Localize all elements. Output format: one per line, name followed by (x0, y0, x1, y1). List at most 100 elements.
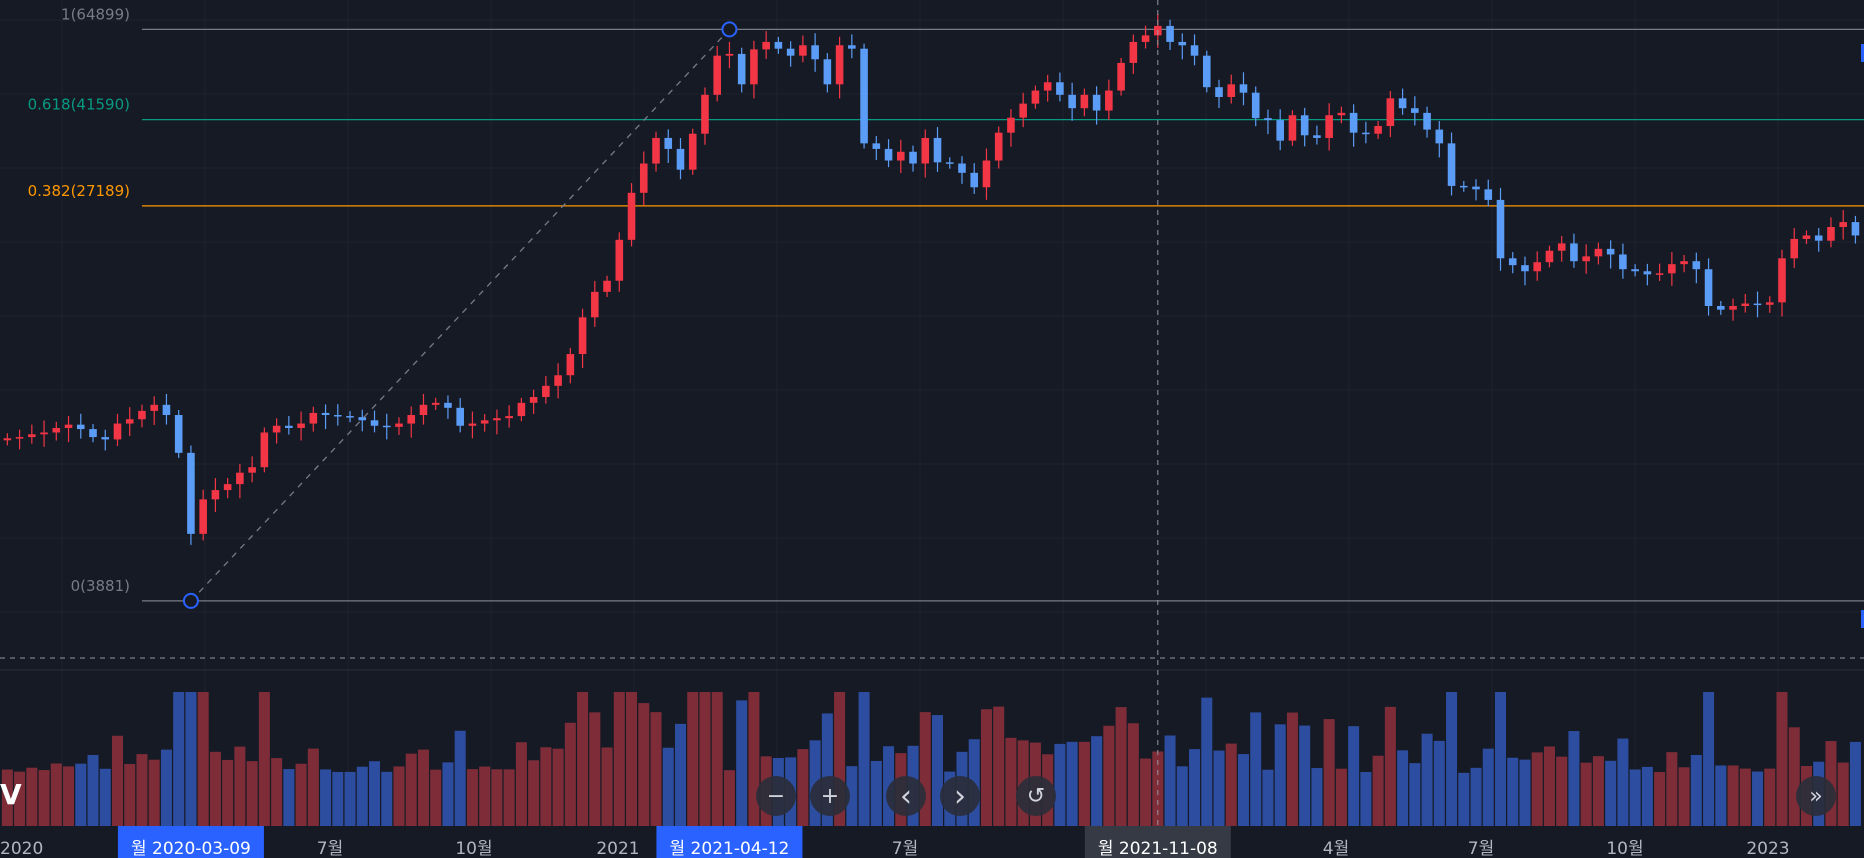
volume-bar (50, 763, 62, 826)
volume-bar (1091, 736, 1103, 826)
candle-body (566, 354, 575, 376)
candle-body (578, 317, 587, 355)
candle-body (529, 397, 538, 403)
candle-body (1386, 98, 1395, 127)
date-pill-label: 월 2020-03-09 (131, 839, 251, 858)
volume-bar (1286, 712, 1298, 826)
volume-bar (1, 769, 13, 826)
candle-body (1337, 112, 1346, 116)
candle-body (162, 404, 171, 416)
time-axis[interactable]: 20207월10월20217월20224월7월10월2023월 2020-03-… (0, 826, 1864, 858)
volume-bar (1274, 724, 1286, 826)
volume-bar (1323, 719, 1335, 826)
candle-body (40, 432, 48, 435)
volume-bar (638, 703, 650, 826)
volume-bar (234, 746, 246, 826)
candle-body (1459, 185, 1468, 188)
candle-body (664, 137, 673, 149)
zoom-in-button[interactable]: + (810, 776, 850, 816)
reset-chart-button[interactable]: ↺ (1016, 776, 1056, 816)
volume-bar (1189, 749, 1201, 826)
volume-bar (1409, 763, 1421, 826)
fib-retracement[interactable]: 1(64899) 0.618(41590) 0.382(27189) 0(3881) (28, 5, 1864, 602)
candle-body (958, 163, 966, 173)
volume-bar (466, 769, 478, 826)
volume-bar (1348, 726, 1360, 826)
volume-bar (111, 735, 124, 826)
volume-bar (136, 754, 148, 826)
volume-bar (674, 723, 686, 826)
candle-body (1753, 303, 1762, 306)
volume-bar (1556, 756, 1568, 826)
scroll-left-button[interactable]: ‹ (886, 776, 926, 816)
candle-body (211, 490, 220, 500)
volume-bar (626, 692, 638, 826)
candle-body (419, 404, 428, 416)
candle-body (982, 160, 991, 188)
volume-bar (1164, 735, 1176, 826)
volume-bar (479, 766, 491, 826)
candle-body (260, 432, 269, 468)
candle-body (1557, 243, 1566, 251)
volume-bar (209, 751, 221, 826)
volume-bar (356, 766, 368, 826)
volume-bar (271, 758, 283, 826)
fib-level-label: 0(3881) (71, 577, 130, 595)
candle-body (909, 151, 917, 164)
candle-body (1472, 186, 1480, 190)
volume-bar (503, 769, 515, 826)
candle-body (248, 467, 256, 473)
candle-body (1814, 235, 1823, 241)
volume-bar (1115, 707, 1127, 826)
candle-body (1851, 222, 1860, 236)
go-to-latest-button[interactable]: » (1796, 776, 1836, 816)
candle-body (1080, 94, 1089, 109)
candle-body (187, 452, 195, 534)
date-pill (117, 826, 264, 858)
volume-bar (1446, 692, 1458, 826)
volume-bar (417, 749, 429, 826)
scroll-right-button[interactable]: › (940, 776, 980, 816)
candle-body (970, 172, 979, 188)
candle-body (1496, 199, 1505, 259)
volume-bar (75, 763, 87, 826)
candle-body (1692, 261, 1701, 270)
time-axis-tick-label: 10월 (455, 839, 492, 858)
volume-bar (1727, 765, 1739, 826)
volume-bar (1470, 767, 1482, 826)
fib-anchor-end-handle[interactable] (721, 21, 738, 38)
volume-bar (650, 712, 662, 826)
zoom-out-button[interactable]: − (756, 776, 796, 816)
candle-body (493, 418, 501, 421)
volume-bar (26, 767, 38, 826)
candle-body (1239, 84, 1248, 93)
time-axis-tick-label: 4월 (1323, 839, 1349, 858)
candle-body (896, 151, 905, 161)
candle-body (1300, 115, 1309, 136)
volume-bar (1360, 771, 1372, 826)
volume-bar (1666, 752, 1678, 826)
candle-body (1606, 248, 1615, 255)
candle-body (1545, 250, 1554, 263)
volume-bar (540, 747, 552, 826)
candle-body (309, 412, 318, 424)
volume-bar (1397, 750, 1409, 826)
time-axis-tick-label: 7월 (1468, 839, 1494, 858)
candle-body (737, 53, 746, 85)
candle-body (639, 163, 648, 193)
volume-bar (295, 763, 307, 826)
fib-anchor-start-handle[interactable] (182, 592, 199, 609)
candle-body (603, 280, 611, 292)
candle-body (138, 410, 146, 420)
grid (0, 0, 1864, 826)
volume-bar (63, 766, 75, 826)
candle-body (1704, 269, 1713, 306)
candle-body (1251, 92, 1260, 119)
volume-bar (344, 771, 356, 826)
volume-bar (577, 692, 589, 826)
time-axis-tick-label: 2020 (0, 839, 43, 858)
candle-body (750, 49, 758, 85)
candle-body (1680, 261, 1688, 265)
volume-bar (748, 692, 760, 826)
